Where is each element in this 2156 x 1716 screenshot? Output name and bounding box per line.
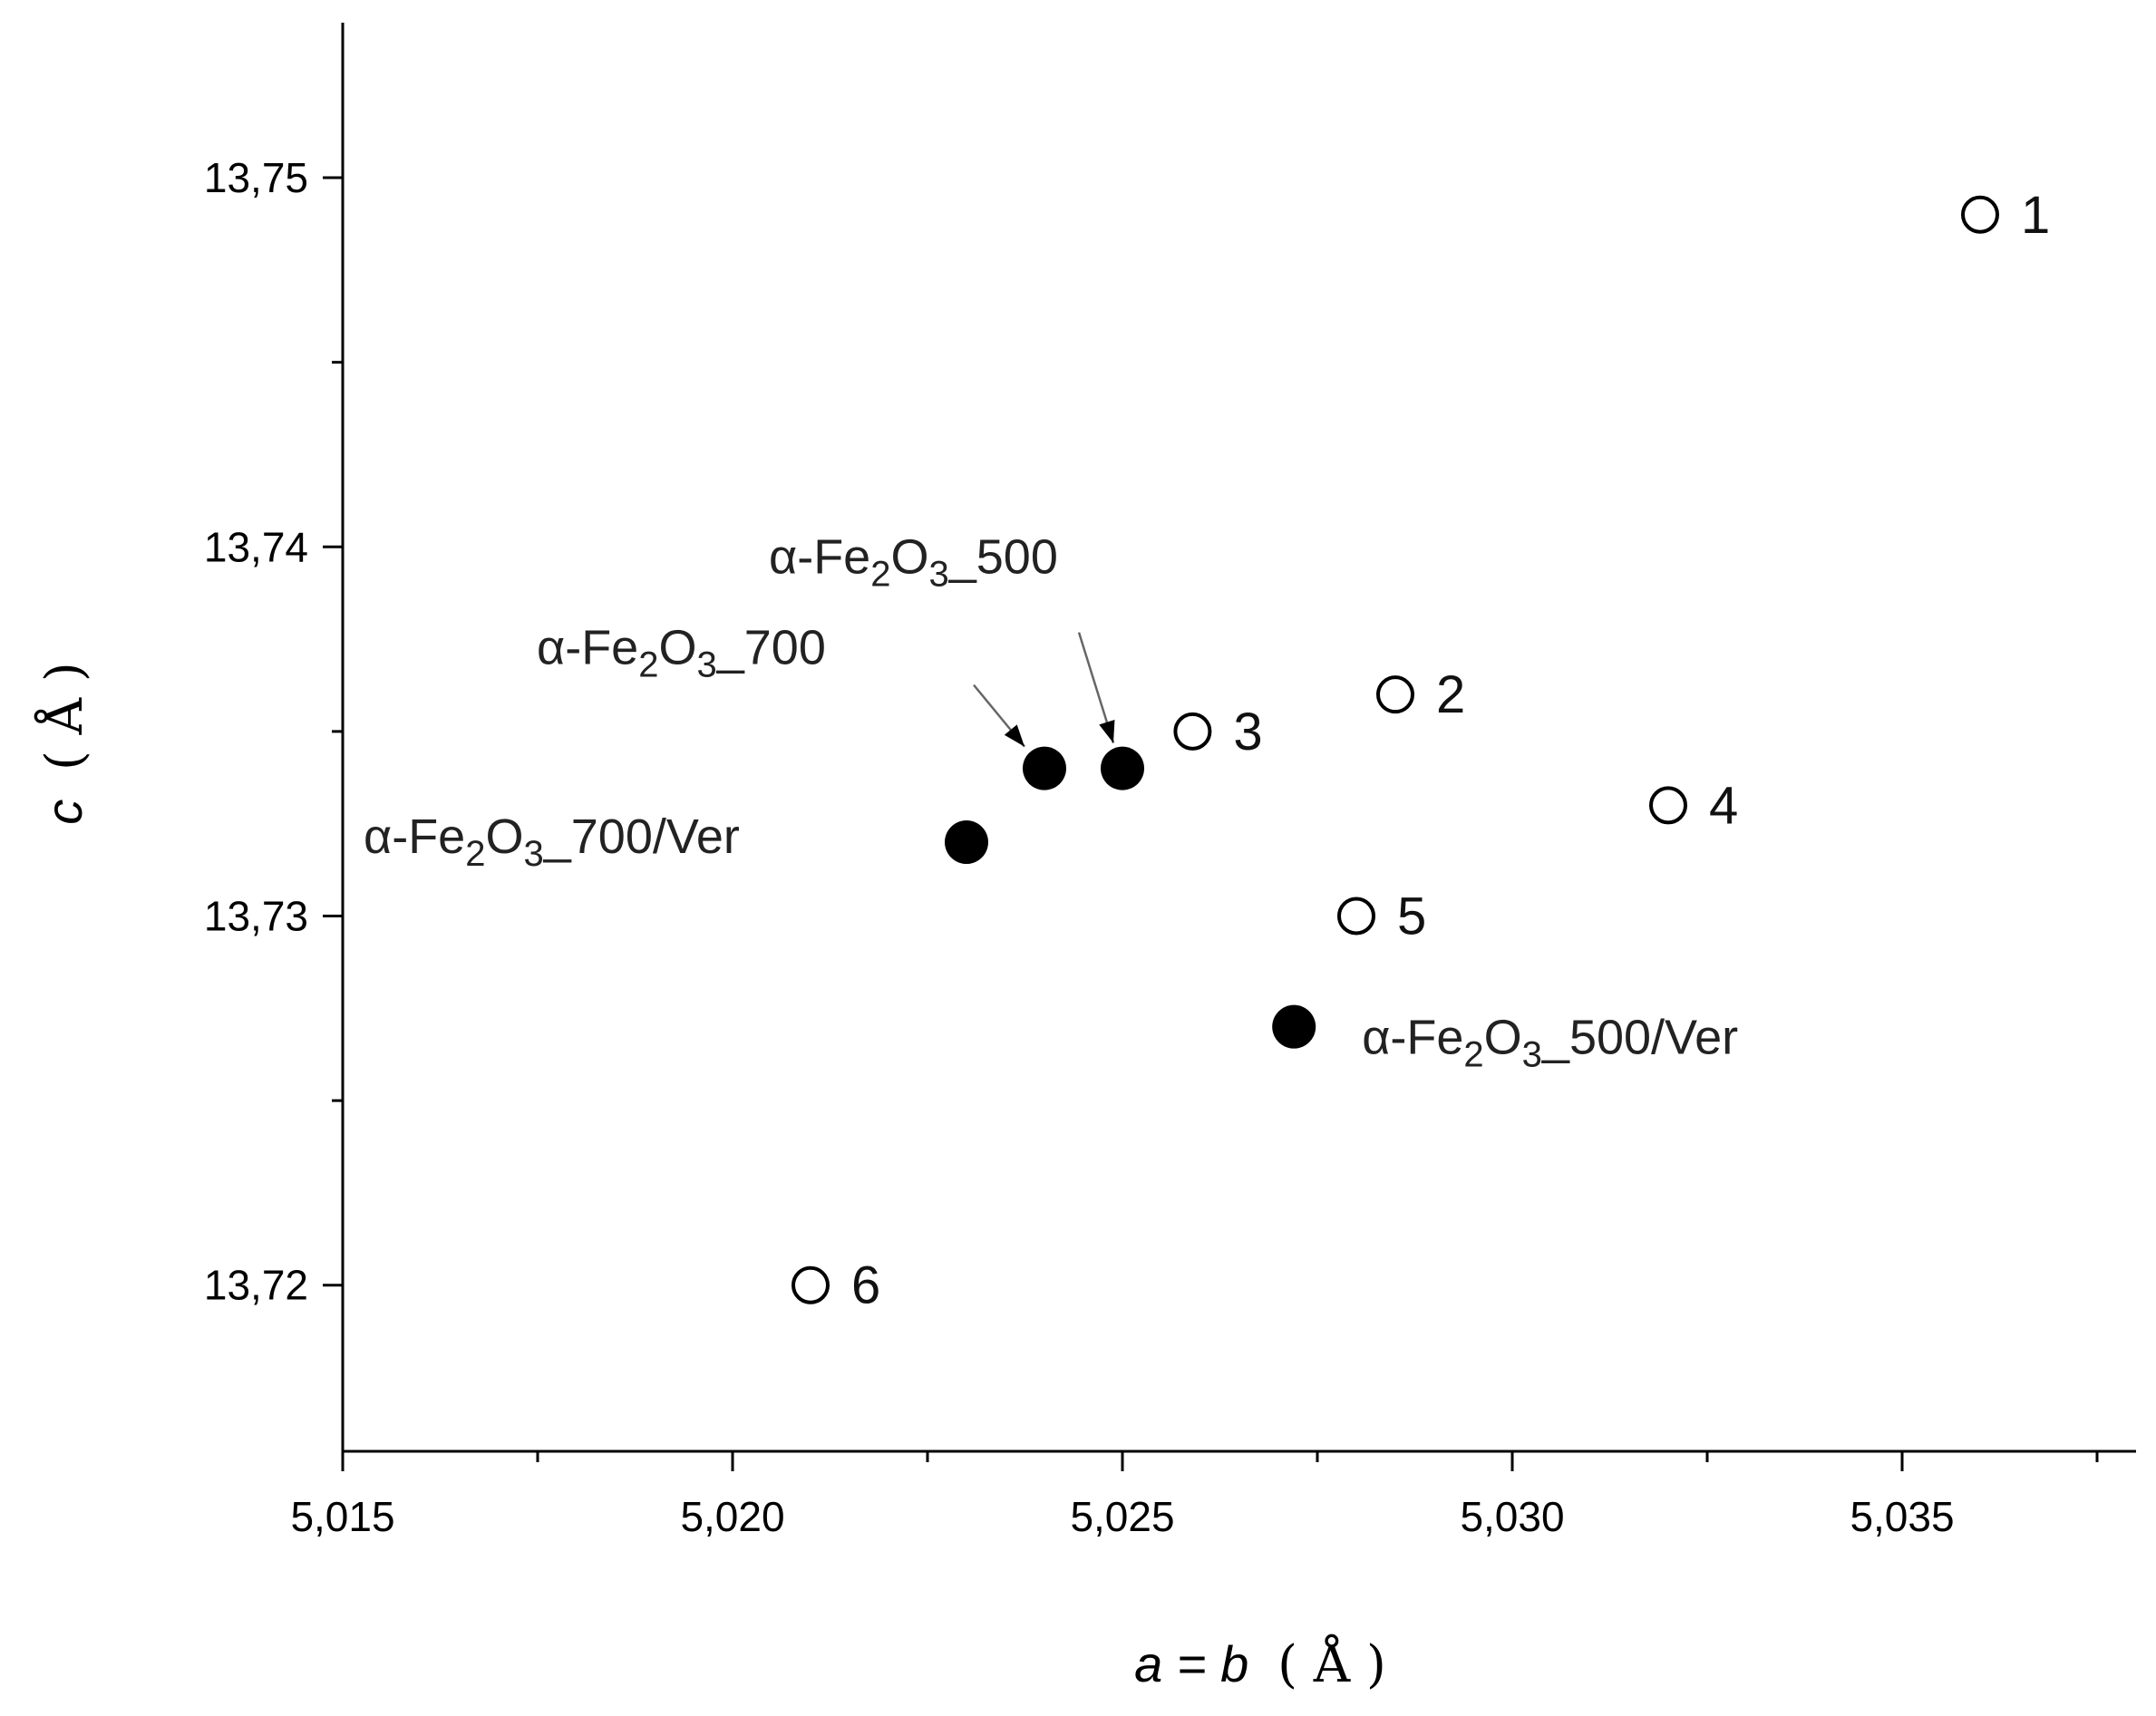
y-axis-unit: ( Å ) — [34, 662, 94, 771]
x-tick-label: 5,030 — [1460, 1493, 1564, 1540]
sample-label: α-Fe2O3_700 — [537, 621, 826, 685]
open-circle-point — [792, 1265, 830, 1304]
x-axis-variable: a = b — [1134, 1635, 1248, 1692]
x-tick-label: 5,020 — [680, 1493, 784, 1540]
annotation-arrowhead — [1099, 720, 1115, 743]
y-tick-label: 13,75 — [204, 154, 308, 201]
point-number-label: 2 — [1436, 665, 1465, 724]
x-axis-unit: ( Å ) — [1277, 1634, 1386, 1694]
filled-circle-point — [1101, 746, 1144, 790]
sample-label: α-Fe2O3_700/Ver — [364, 810, 740, 874]
x-ticks: 5,015 5,020 5,025 5,030 5,035 — [290, 1451, 2099, 1540]
y-tick-label: 13,72 — [204, 1262, 308, 1309]
data-points — [792, 195, 1999, 1304]
sample-label: α-Fe2O3_500 — [769, 530, 1058, 595]
filled-circle-point — [1272, 1004, 1316, 1049]
x-tick-label: 5,025 — [1070, 1493, 1174, 1540]
open-circle-point — [1649, 786, 1687, 825]
x-axis-title: a = b ( Å ) — [1134, 1634, 1386, 1694]
open-circle-point — [1961, 195, 1999, 234]
open-circle-point — [1376, 675, 1414, 714]
filled-circle-point — [945, 820, 988, 865]
axes — [341, 23, 2136, 1453]
point-number-label: 5 — [1397, 887, 1426, 946]
y-ticks: 13,72 13,73 13,74 13,75 — [204, 154, 343, 1309]
y-axis-title: c ( Å ) — [34, 662, 94, 825]
point-labels: 1 2 3 4 5 6 α-Fe2O3_500 α-Fe2O3_700 α-Fe2O3_700/… — [364, 186, 2050, 1315]
y-axis-variable: c — [35, 800, 92, 825]
sample-label: α-Fe2O3_500/Ver — [1362, 1011, 1738, 1075]
open-circle-point — [1337, 897, 1375, 936]
x-tick-label: 5,035 — [1850, 1493, 1954, 1540]
filled-circle-point — [1023, 746, 1066, 790]
annotation-arrows — [973, 632, 1115, 748]
y-tick-label: 13,74 — [204, 523, 308, 570]
y-tick-label: 13,73 — [204, 893, 308, 940]
point-number-label: 1 — [2021, 186, 2050, 245]
x-tick-label: 5,015 — [290, 1493, 394, 1540]
point-number-label: 3 — [1233, 703, 1262, 761]
open-circle-point — [1173, 712, 1212, 751]
point-number-label: 4 — [1709, 776, 1738, 835]
annotation-arrowhead — [1004, 724, 1025, 747]
point-number-label: 6 — [851, 1256, 880, 1315]
